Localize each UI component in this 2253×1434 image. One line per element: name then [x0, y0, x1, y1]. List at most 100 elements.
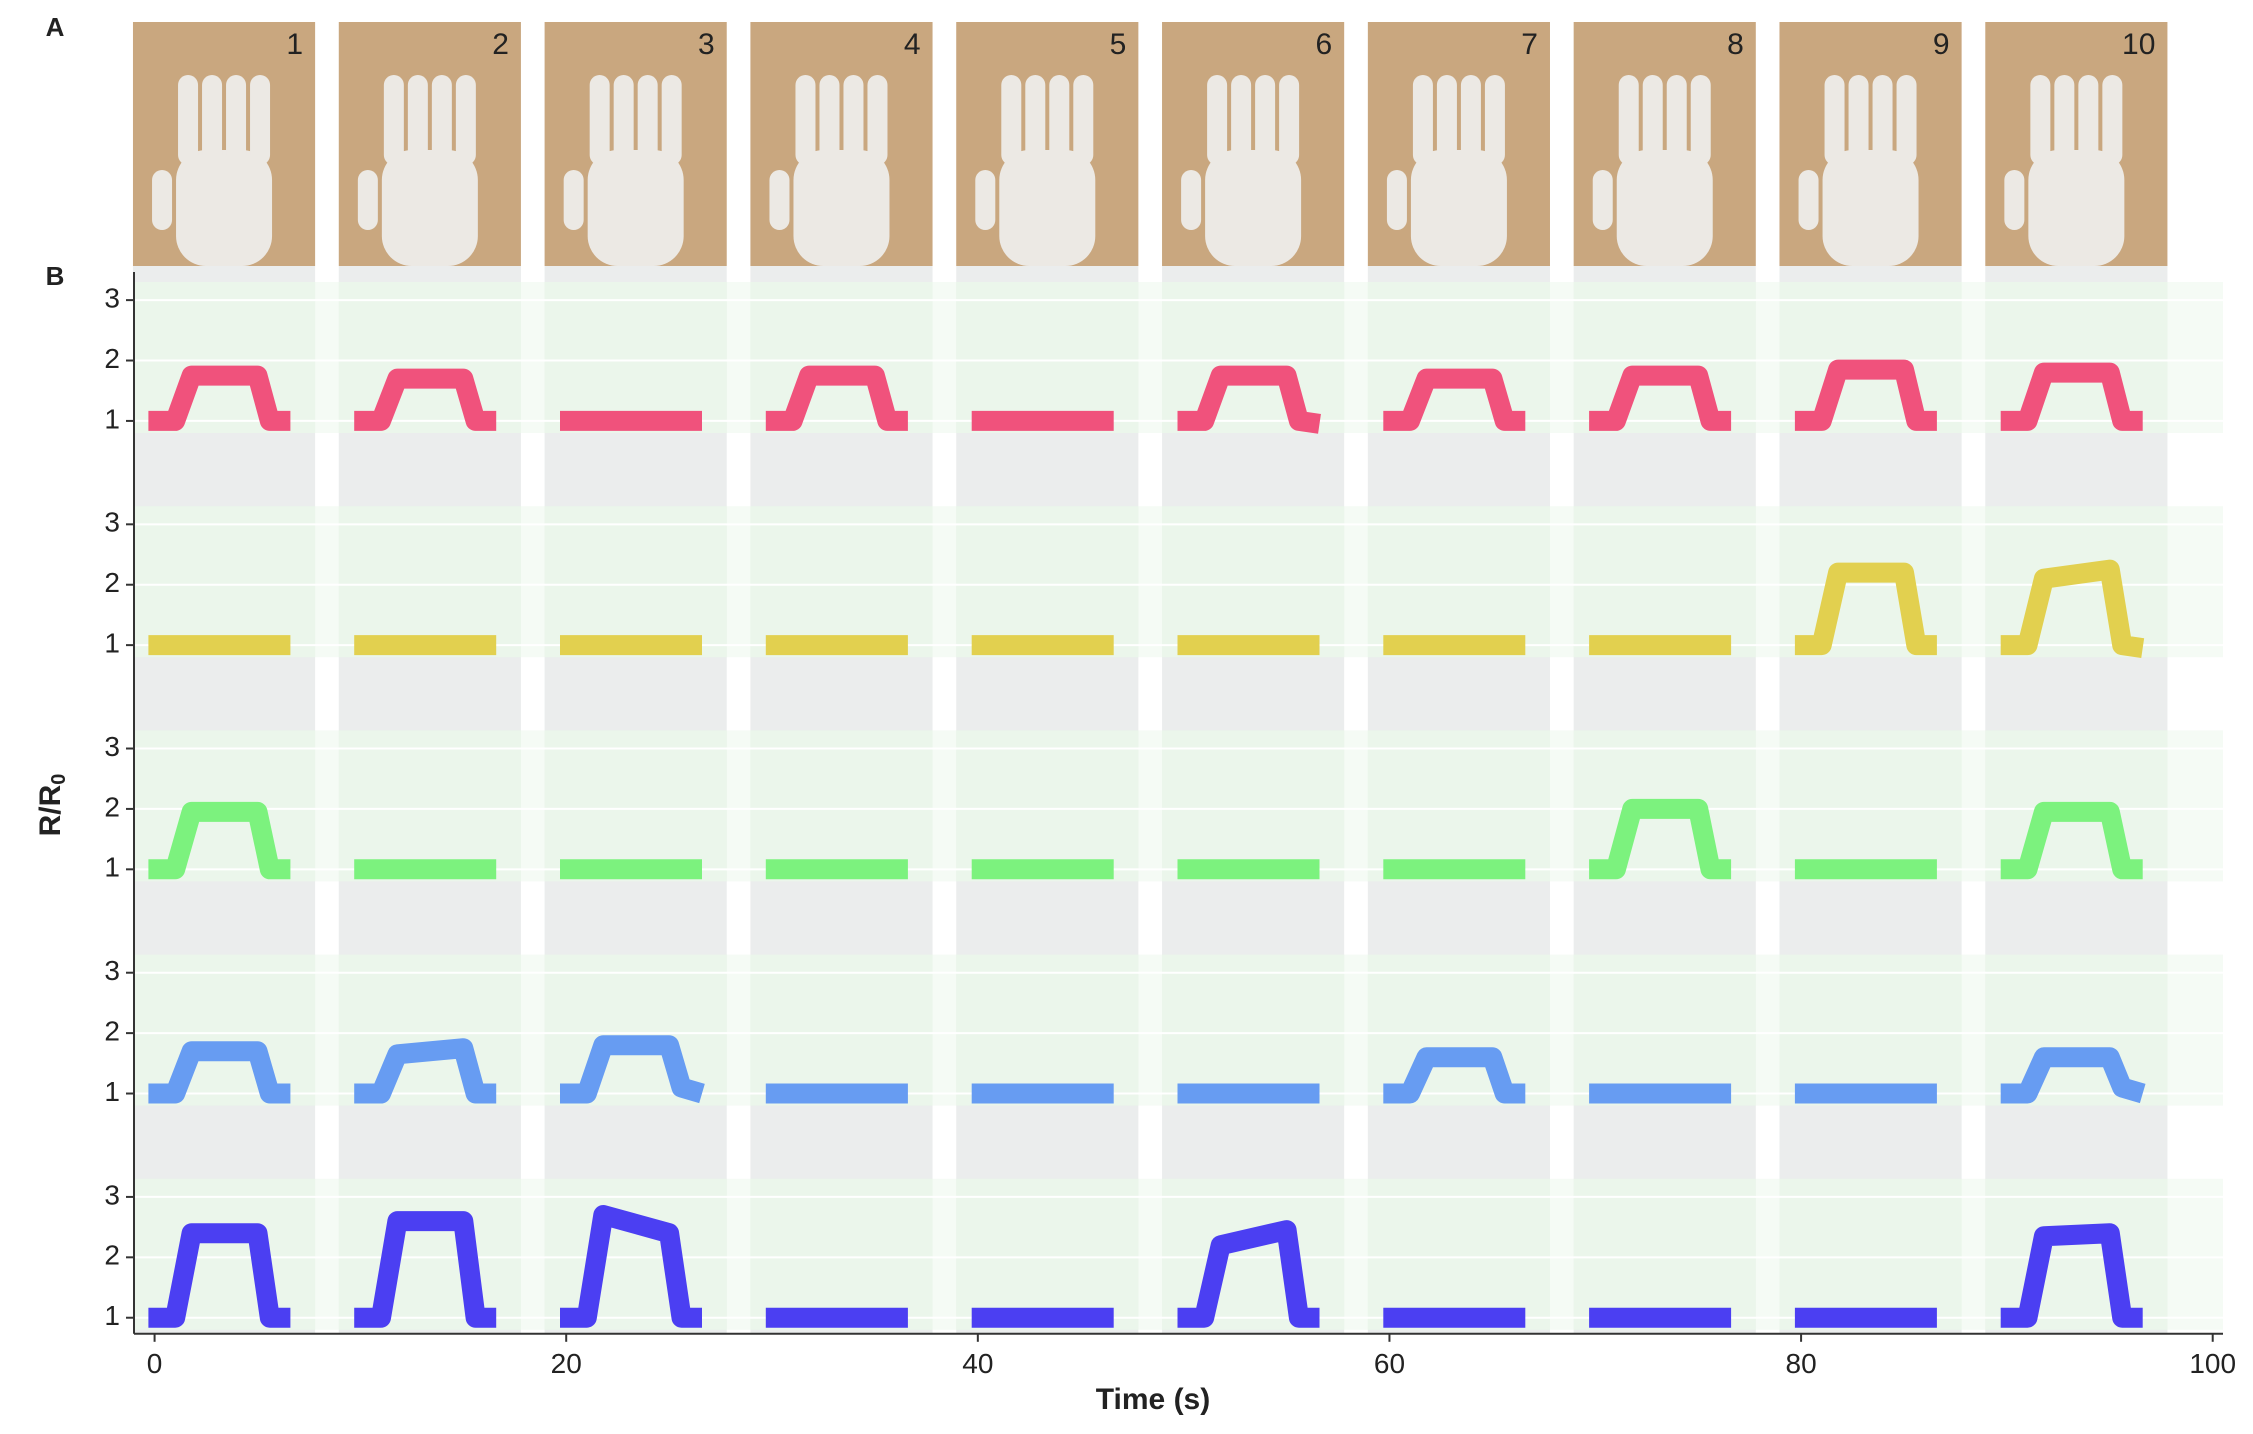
y-tick-label: 1: [104, 403, 120, 434]
x-axis-label: Time (s): [1096, 1383, 1210, 1416]
glove-finger: [2102, 75, 2123, 165]
glove-finger: [1484, 75, 1505, 165]
y-tick-label: 2: [104, 1016, 120, 1047]
glove-finger: [1690, 75, 1711, 165]
glove-finger: [1896, 75, 1917, 165]
glove-thumb: [2004, 170, 2025, 230]
glove-finger: [1436, 75, 1457, 165]
glove-thumb: [769, 170, 790, 230]
glove-thumb: [1798, 170, 1819, 230]
glove-thumb: [1181, 170, 1202, 230]
x-tick-label: 100: [2189, 1348, 2236, 1379]
glove-palm: [1205, 150, 1302, 266]
glove-finger: [637, 75, 658, 165]
y-tick-label: 3: [104, 1179, 120, 1210]
gesture-number: 1: [286, 28, 303, 61]
glove-finger: [1412, 75, 1433, 165]
glove-finger: [1207, 75, 1228, 165]
glove-finger: [1279, 75, 1300, 165]
y-tick-label: 3: [104, 731, 120, 762]
glove-finger: [407, 75, 428, 165]
gesture-number: 8: [1727, 28, 1744, 61]
glove-finger: [250, 75, 271, 165]
x-tick-label: 80: [1786, 1348, 1817, 1379]
glove-thumb: [1592, 170, 1613, 230]
glove-finger: [2054, 75, 2075, 165]
glove-finger: [589, 75, 610, 165]
glove-finger: [1848, 75, 1869, 165]
glove-finger: [1460, 75, 1481, 165]
panel-gap-band: [134, 1178, 2223, 1330]
panel-gap-band: [134, 730, 2223, 882]
glove-finger: [2078, 75, 2099, 165]
glove-finger: [867, 75, 888, 165]
gesture-number: 3: [698, 28, 715, 61]
y-tick-label: 1: [104, 1076, 120, 1107]
glove-finger: [1642, 75, 1663, 165]
y-tick-label: 2: [104, 343, 120, 374]
glove-finger: [2030, 75, 2051, 165]
glove-finger: [1666, 75, 1687, 165]
y-tick-label: 3: [104, 955, 120, 986]
glove-palm: [1616, 150, 1713, 266]
gesture-number: 10: [2122, 28, 2155, 61]
glove-finger: [1872, 75, 1893, 165]
y-tick-label: 3: [104, 283, 120, 314]
glove-finger: [178, 75, 199, 165]
panel-gap-band: [134, 954, 2223, 1106]
panel-label: A: [46, 12, 65, 42]
glove-finger: [1001, 75, 1022, 165]
y-tick-label: 3: [104, 507, 120, 538]
glove-finger: [795, 75, 816, 165]
y-tick-label: 1: [104, 852, 120, 883]
gesture-number: 2: [492, 28, 509, 61]
glove-finger: [1824, 75, 1845, 165]
glove-finger: [455, 75, 476, 165]
glove-finger: [431, 75, 452, 165]
glove-finger: [1255, 75, 1276, 165]
glove-finger: [226, 75, 247, 165]
glove-thumb: [152, 170, 173, 230]
trace: [148, 1035, 2146, 1104]
x-tick-label: 20: [551, 1348, 582, 1379]
x-tick-label: 0: [147, 1348, 163, 1379]
trace: [148, 1205, 2143, 1328]
trace: [148, 798, 2143, 880]
y-tick-label: 2: [104, 791, 120, 822]
glove-thumb: [1386, 170, 1407, 230]
background: [132, 22, 2223, 1334]
gesture-number: 6: [1315, 28, 1332, 61]
trace: [148, 559, 2145, 658]
glove-palm: [1822, 150, 1919, 266]
glove-finger: [661, 75, 682, 165]
glove-thumb: [563, 170, 584, 230]
glove-palm: [1410, 150, 1507, 266]
trace: [148, 359, 2143, 434]
glove-finger: [819, 75, 840, 165]
glove-thumb: [975, 170, 996, 230]
y-tick-label: 2: [104, 567, 120, 598]
glove-palm: [381, 150, 478, 266]
glove-palm: [999, 150, 1096, 266]
y-axis-label: R/R0: [34, 774, 70, 837]
y-axis-label-sub: 0: [48, 774, 70, 785]
gesture-number: 9: [1933, 28, 1950, 61]
y-tick-label: 1: [104, 628, 120, 659]
glove-finger: [613, 75, 634, 165]
y-tick-label: 1: [104, 1300, 120, 1331]
glove-finger: [1073, 75, 1094, 165]
glove-finger: [1049, 75, 1070, 165]
glove-palm: [176, 150, 273, 266]
glove-palm: [2028, 150, 2125, 266]
glove-thumb: [357, 170, 378, 230]
y-tick-label: 2: [104, 1240, 120, 1271]
gesture-number: 5: [1110, 28, 1127, 61]
glove-finger: [383, 75, 404, 165]
gesture-number: 7: [1521, 28, 1538, 61]
x-tick-label: 60: [1374, 1348, 1405, 1379]
gesture-number: 4: [904, 28, 921, 61]
panel-label: B: [46, 261, 65, 291]
glove-palm: [793, 150, 890, 266]
x-tick-label: 40: [962, 1348, 993, 1379]
